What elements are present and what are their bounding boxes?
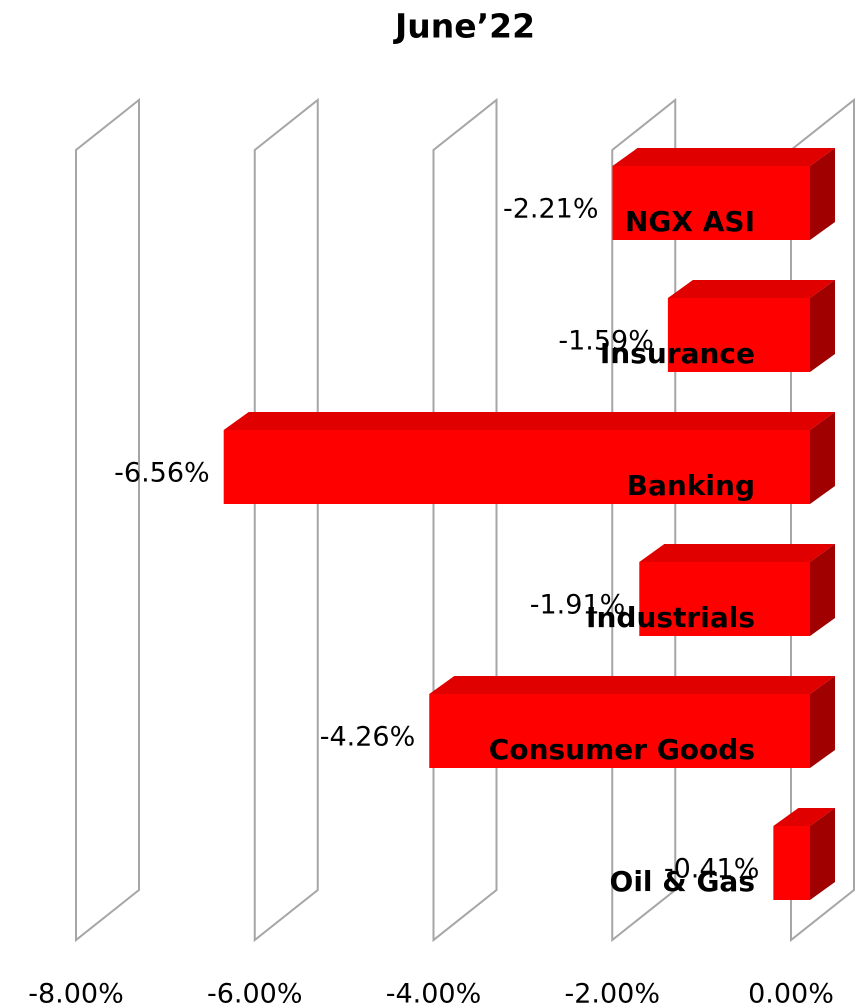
x-tick-label: -8.00% — [28, 979, 124, 1008]
bar — [612, 166, 810, 240]
x-tick-label: -6.00% — [207, 979, 303, 1008]
category-label: Consumer Goods — [489, 733, 755, 766]
bar-top — [223, 412, 835, 430]
bar-side — [810, 808, 835, 900]
category-label: Industrials — [586, 601, 755, 634]
value-label: -1.91% — [530, 590, 626, 621]
bar-side — [810, 676, 835, 768]
x-tick-label: -2.00% — [564, 979, 660, 1008]
grid-line — [253, 97, 319, 943]
category-label: Banking — [627, 469, 755, 502]
bar — [773, 826, 810, 900]
value-label: -0.41% — [664, 854, 760, 885]
bar — [639, 562, 810, 636]
grid-line — [432, 97, 498, 943]
grid-line — [75, 97, 140, 943]
chart-title: June’22 — [393, 7, 535, 46]
bar-top — [429, 676, 835, 694]
category-label: Oil & Gas — [610, 865, 755, 898]
value-label: -2.21% — [503, 194, 599, 225]
bar-side — [810, 544, 835, 636]
bar-top — [667, 280, 835, 298]
bar — [429, 694, 810, 768]
x-tick-label: -4.00% — [386, 979, 482, 1008]
bar-side — [810, 412, 835, 504]
value-label: -4.26% — [320, 722, 416, 753]
bar-top — [639, 544, 835, 562]
value-label: -6.56% — [114, 458, 210, 489]
bar-top — [773, 808, 835, 826]
value-label: -1.59% — [558, 326, 654, 357]
bar-side — [810, 280, 835, 372]
bar — [223, 430, 810, 504]
bar — [667, 298, 810, 372]
bar-side — [810, 148, 835, 240]
category-label: Insurance — [600, 337, 755, 370]
bar-top — [612, 148, 835, 166]
category-label: NGX ASI — [625, 205, 755, 238]
x-tick-label: 0.00% — [748, 979, 834, 1008]
